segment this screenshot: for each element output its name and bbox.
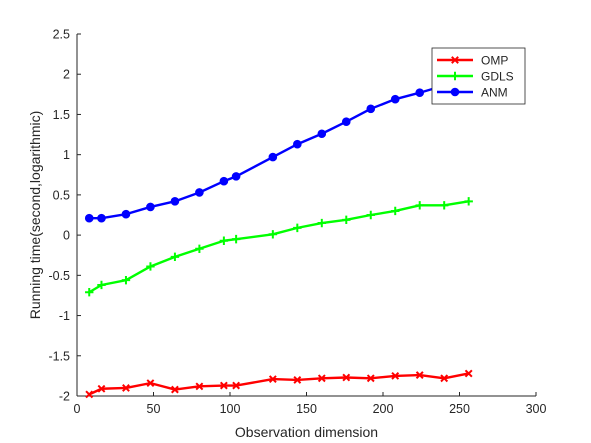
- y-tick-label: 1.5: [53, 108, 70, 122]
- y-tick-label: 0: [63, 229, 70, 243]
- data-point-gdls: [415, 201, 424, 210]
- data-point-anm: [293, 139, 302, 149]
- data-point-omp: [440, 374, 449, 383]
- data-point-omp: [293, 376, 302, 384]
- data-point-omp: [342, 373, 351, 382]
- data-point-omp: [317, 374, 326, 383]
- data-point-omp: [366, 374, 375, 383]
- series-layer: [84, 81, 473, 399]
- data-point-gdls: [121, 275, 131, 285]
- data-point-gdls: [170, 252, 180, 262]
- data-point-anm: [146, 202, 155, 212]
- data-point-gdls: [317, 218, 326, 228]
- y-tick-label: 0.5: [53, 188, 70, 202]
- y-tick-label: -2: [59, 390, 70, 404]
- data-point-omp: [268, 375, 277, 384]
- series-gdls: [85, 197, 473, 297]
- data-point-anm: [195, 188, 204, 197]
- legend-label-anm: ANM: [481, 86, 508, 100]
- legend-item-gdls: GDLS: [437, 70, 514, 84]
- y-tick-label: -0.5: [48, 269, 70, 283]
- x-tick-label: 50: [147, 402, 161, 416]
- series-line-omp: [88, 372, 469, 396]
- data-point-anm: [317, 129, 327, 139]
- data-point-gdls: [268, 230, 278, 239]
- data-point-anm: [268, 152, 278, 162]
- series-omp: [85, 369, 473, 399]
- data-point-anm: [219, 176, 229, 186]
- data-point-anm: [415, 88, 425, 98]
- x-axis-label: Observation dimension: [235, 424, 378, 440]
- data-point-gdls: [219, 236, 229, 245]
- x-tick-label: 100: [220, 402, 241, 416]
- data-point-omp: [219, 381, 228, 390]
- data-point-omp: [85, 390, 94, 399]
- data-point-anm: [170, 197, 180, 206]
- x-tick-label: 300: [526, 402, 547, 416]
- x-ticks: 0 50 100 150 200 250 300: [74, 392, 547, 416]
- legend: OMP GDLS ANM: [431, 47, 526, 105]
- data-point-anm: [121, 209, 131, 219]
- data-point-omp: [464, 369, 473, 378]
- data-point-omp: [122, 384, 130, 392]
- y-tick-label: 1: [63, 148, 70, 162]
- data-point-omp: [415, 371, 424, 379]
- legend-marker-gdls: [450, 71, 460, 81]
- x-tick-label: 150: [296, 402, 317, 416]
- data-point-gdls: [366, 210, 375, 220]
- series-line-gdls: [88, 200, 469, 294]
- legend-label-gdls: GDLS: [481, 70, 514, 84]
- data-point-omp: [232, 381, 241, 390]
- y-axis-label: Running time(second,logarithmic): [27, 111, 43, 320]
- data-point-omp: [195, 382, 204, 391]
- legend-item-omp: OMP: [437, 54, 508, 68]
- y-ticks: -2 -1.5 -1 -0.5 0 0.5 1 1.5 2 2.5: [48, 28, 81, 404]
- data-point-gdls: [464, 197, 473, 206]
- y-tick-label: -1: [59, 309, 70, 323]
- data-point-gdls: [146, 262, 155, 271]
- x-tick-label: 250: [449, 402, 470, 416]
- data-point-omp: [171, 385, 179, 394]
- series-line-anm: [89, 84, 445, 220]
- data-point-anm: [390, 94, 400, 104]
- x-tick-label: 200: [373, 402, 394, 416]
- data-point-omp: [391, 371, 400, 380]
- data-point-gdls: [231, 234, 241, 244]
- data-point-anm: [366, 104, 376, 114]
- legend-marker-omp: [451, 56, 459, 64]
- data-point-anm: [97, 213, 106, 223]
- y-tick-label: 2.5: [53, 28, 70, 42]
- legend-item-anm: ANM: [437, 86, 508, 100]
- series-anm: [84, 81, 449, 223]
- data-point-gdls: [97, 280, 106, 290]
- data-point-gdls: [85, 288, 94, 297]
- legend-label-omp: OMP: [481, 54, 508, 68]
- data-point-anm: [84, 213, 94, 223]
- x-tick-label: 0: [74, 402, 81, 416]
- y-tick-label: -1.5: [48, 349, 70, 363]
- data-point-gdls: [293, 223, 302, 233]
- data-point-anm: [341, 117, 351, 126]
- data-point-omp: [146, 379, 155, 388]
- y-tick-label: 2: [63, 68, 70, 82]
- data-point-gdls: [195, 244, 204, 253]
- data-point-gdls: [440, 201, 449, 210]
- data-point-omp: [97, 384, 106, 393]
- legend-marker-anm: [450, 87, 460, 97]
- data-point-gdls: [391, 206, 400, 216]
- data-point-gdls: [342, 215, 351, 225]
- data-point-anm: [231, 172, 241, 181]
